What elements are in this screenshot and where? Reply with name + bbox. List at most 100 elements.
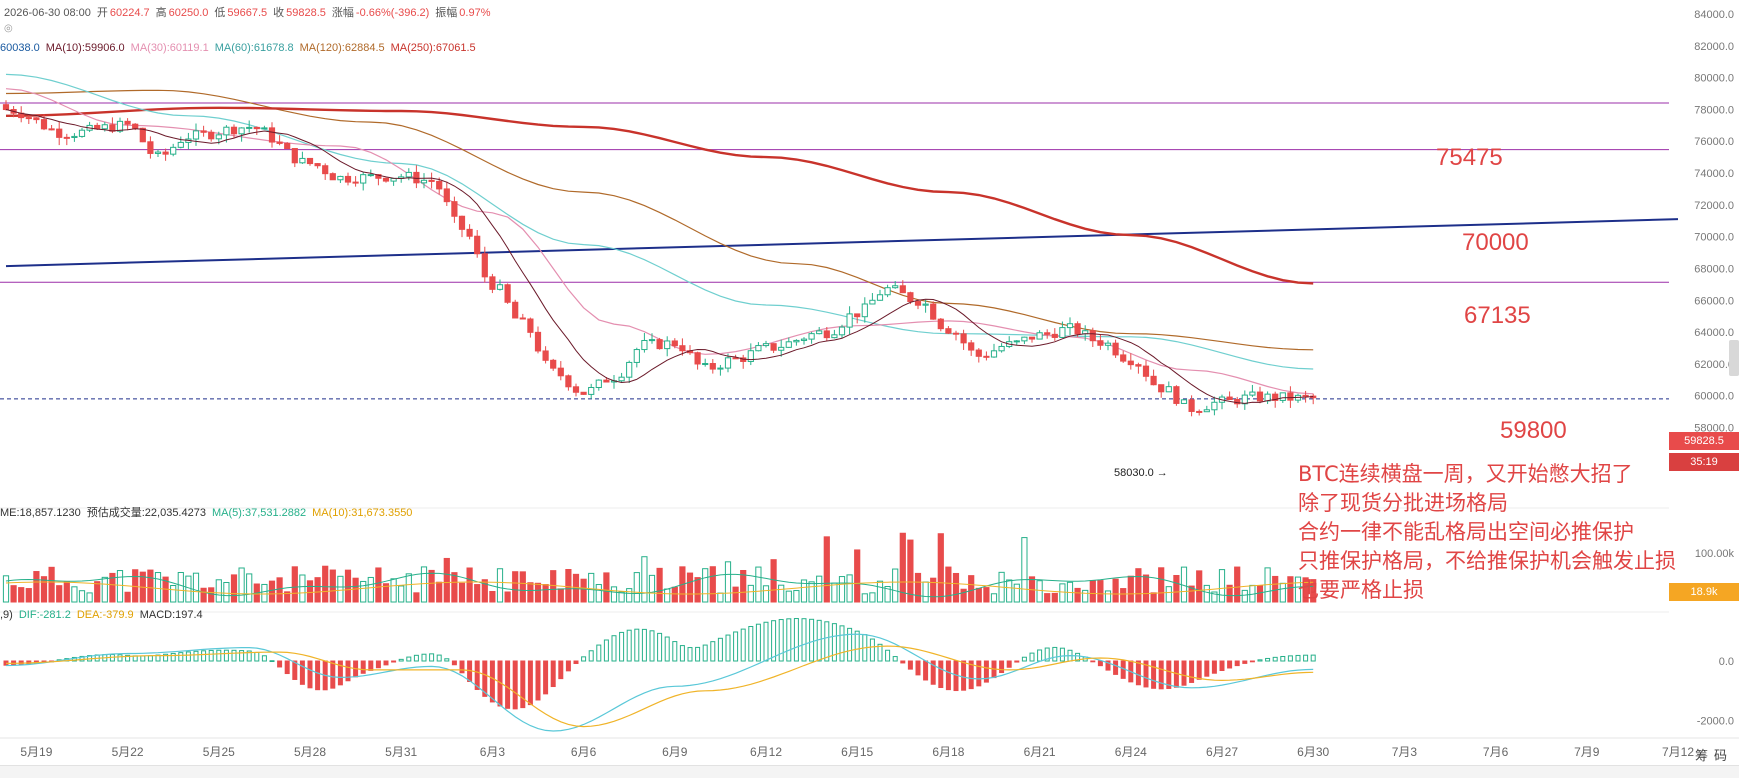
low-label: 低: [214, 7, 226, 19]
macd-histogram-bar: [208, 649, 214, 662]
volume-bar: [86, 592, 93, 603]
candle-body: [1226, 396, 1233, 401]
macd-histogram-bar: [512, 660, 518, 710]
candle-body: [968, 342, 975, 351]
open-label: 开: [96, 7, 108, 19]
macd-histogram-bar: [687, 647, 693, 662]
price-tick: 76000.0: [1694, 136, 1734, 148]
macd-histogram-bar: [391, 660, 397, 663]
close-label: 收: [273, 7, 285, 19]
candle-body: [922, 303, 929, 306]
macd-histogram-bar: [1181, 660, 1187, 686]
candle-body: [793, 339, 800, 343]
candle-body: [747, 350, 754, 362]
candle-body: [785, 341, 792, 348]
price-tick: 64000.0: [1694, 327, 1734, 339]
price-tick: 62000.0: [1694, 359, 1734, 371]
date-tick: 6月3: [480, 745, 506, 759]
candle-body: [1158, 384, 1165, 393]
candle-body: [405, 171, 412, 178]
volume-bar: [1173, 574, 1180, 603]
macd-histogram-bar: [527, 660, 533, 706]
volume-bar: [215, 579, 222, 603]
macd-histogram-bar: [231, 649, 237, 662]
volume-bar: [778, 584, 785, 603]
candle-body: [869, 299, 876, 305]
macd-histogram-bar: [1006, 660, 1012, 668]
volume-bar: [109, 572, 116, 603]
volume-bar: [337, 575, 344, 603]
macd-histogram-bar: [619, 631, 625, 662]
volume-readout: ME:18,857.1230 预估成交量:22,035.4273 MA(5):37,…: [0, 504, 418, 520]
macd-histogram-bar: [535, 660, 541, 701]
ma250-value: MA(250):67061.5: [390, 42, 476, 54]
macd-histogram-bar: [733, 631, 739, 662]
date-tick: 5月22: [112, 745, 144, 759]
candle-body: [63, 136, 70, 139]
macd-histogram-bar: [1113, 660, 1119, 675]
candle-body: [800, 338, 808, 341]
panel-collapse-handle[interactable]: [1729, 340, 1739, 376]
level-label-67135: 67135: [1464, 302, 1531, 329]
candle-body: [1203, 409, 1210, 413]
macd-histogram-bar: [778, 619, 784, 662]
candle-body: [71, 135, 78, 139]
amplitude-value: 0.97%: [459, 7, 491, 19]
date-tick: 7月3: [1392, 745, 1418, 759]
volume-bar: [2, 575, 10, 603]
candle-body: [694, 352, 701, 365]
volume-bar: [983, 587, 990, 603]
volume-bar: [1021, 537, 1028, 603]
candle-body: [200, 130, 207, 133]
macd-histogram-bar: [999, 660, 1005, 674]
candle-body: [990, 350, 998, 358]
volume-bar: [18, 587, 25, 603]
macd-histogram-bar: [679, 645, 685, 662]
volume-bar: [740, 569, 747, 603]
candle-body: [1196, 410, 1203, 413]
volume-bar: [770, 559, 777, 603]
moving-average-line: [5, 73, 1314, 370]
macd-histogram-bar: [1211, 660, 1217, 674]
ohlc-datetime: 2026-06-30 08:00: [4, 7, 91, 19]
volume-bar: [785, 590, 792, 603]
bottom-toolbar: [0, 765, 1739, 778]
candle-body: [595, 379, 602, 388]
volume-bar: [33, 571, 40, 603]
volume-bar: [1097, 580, 1104, 603]
volume-bar: [1218, 569, 1226, 603]
candle-body: [1234, 399, 1241, 405]
volume-bar: [261, 583, 268, 603]
candle-body: [291, 148, 298, 164]
macd-histogram-bar: [786, 618, 792, 662]
visibility-toggle-icon[interactable]: ◎: [4, 23, 13, 34]
chip-distribution-button[interactable]: 筹码: [1695, 745, 1733, 764]
macd-histogram-bar: [543, 660, 549, 695]
level-label-70000: 70000: [1462, 229, 1529, 256]
candle-body: [732, 357, 739, 360]
date-tick: 6月18: [932, 745, 964, 759]
macd-histogram-bar: [755, 623, 761, 662]
candle-body: [557, 367, 564, 377]
volume-bar: [861, 593, 868, 603]
macd-histogram-bar: [634, 628, 640, 662]
candle-body: [1120, 354, 1127, 362]
high-label: 高: [155, 7, 167, 19]
candle-body: [656, 339, 663, 350]
volume-bar: [1006, 579, 1013, 603]
macd-histogram-bar: [1037, 649, 1043, 662]
date-tick: 5月28: [294, 745, 326, 759]
macd-histogram-bar: [558, 660, 564, 680]
macd-histogram-bar: [603, 639, 609, 662]
macd-histogram-bar: [581, 656, 587, 662]
candle-body: [542, 350, 549, 361]
macd-histogram-bar: [1105, 660, 1111, 671]
candle-body: [1256, 391, 1264, 402]
date-tick: 7月6: [1483, 745, 1509, 759]
annotation-line: 只推保护格局，不给推保护机会触发止损: [1298, 549, 1676, 573]
volume-bar: [1158, 567, 1165, 603]
candle-body: [648, 339, 656, 342]
low-marker: 58030.0 →: [1114, 467, 1174, 479]
candle-body: [215, 134, 222, 140]
volume-bar: [116, 570, 124, 603]
